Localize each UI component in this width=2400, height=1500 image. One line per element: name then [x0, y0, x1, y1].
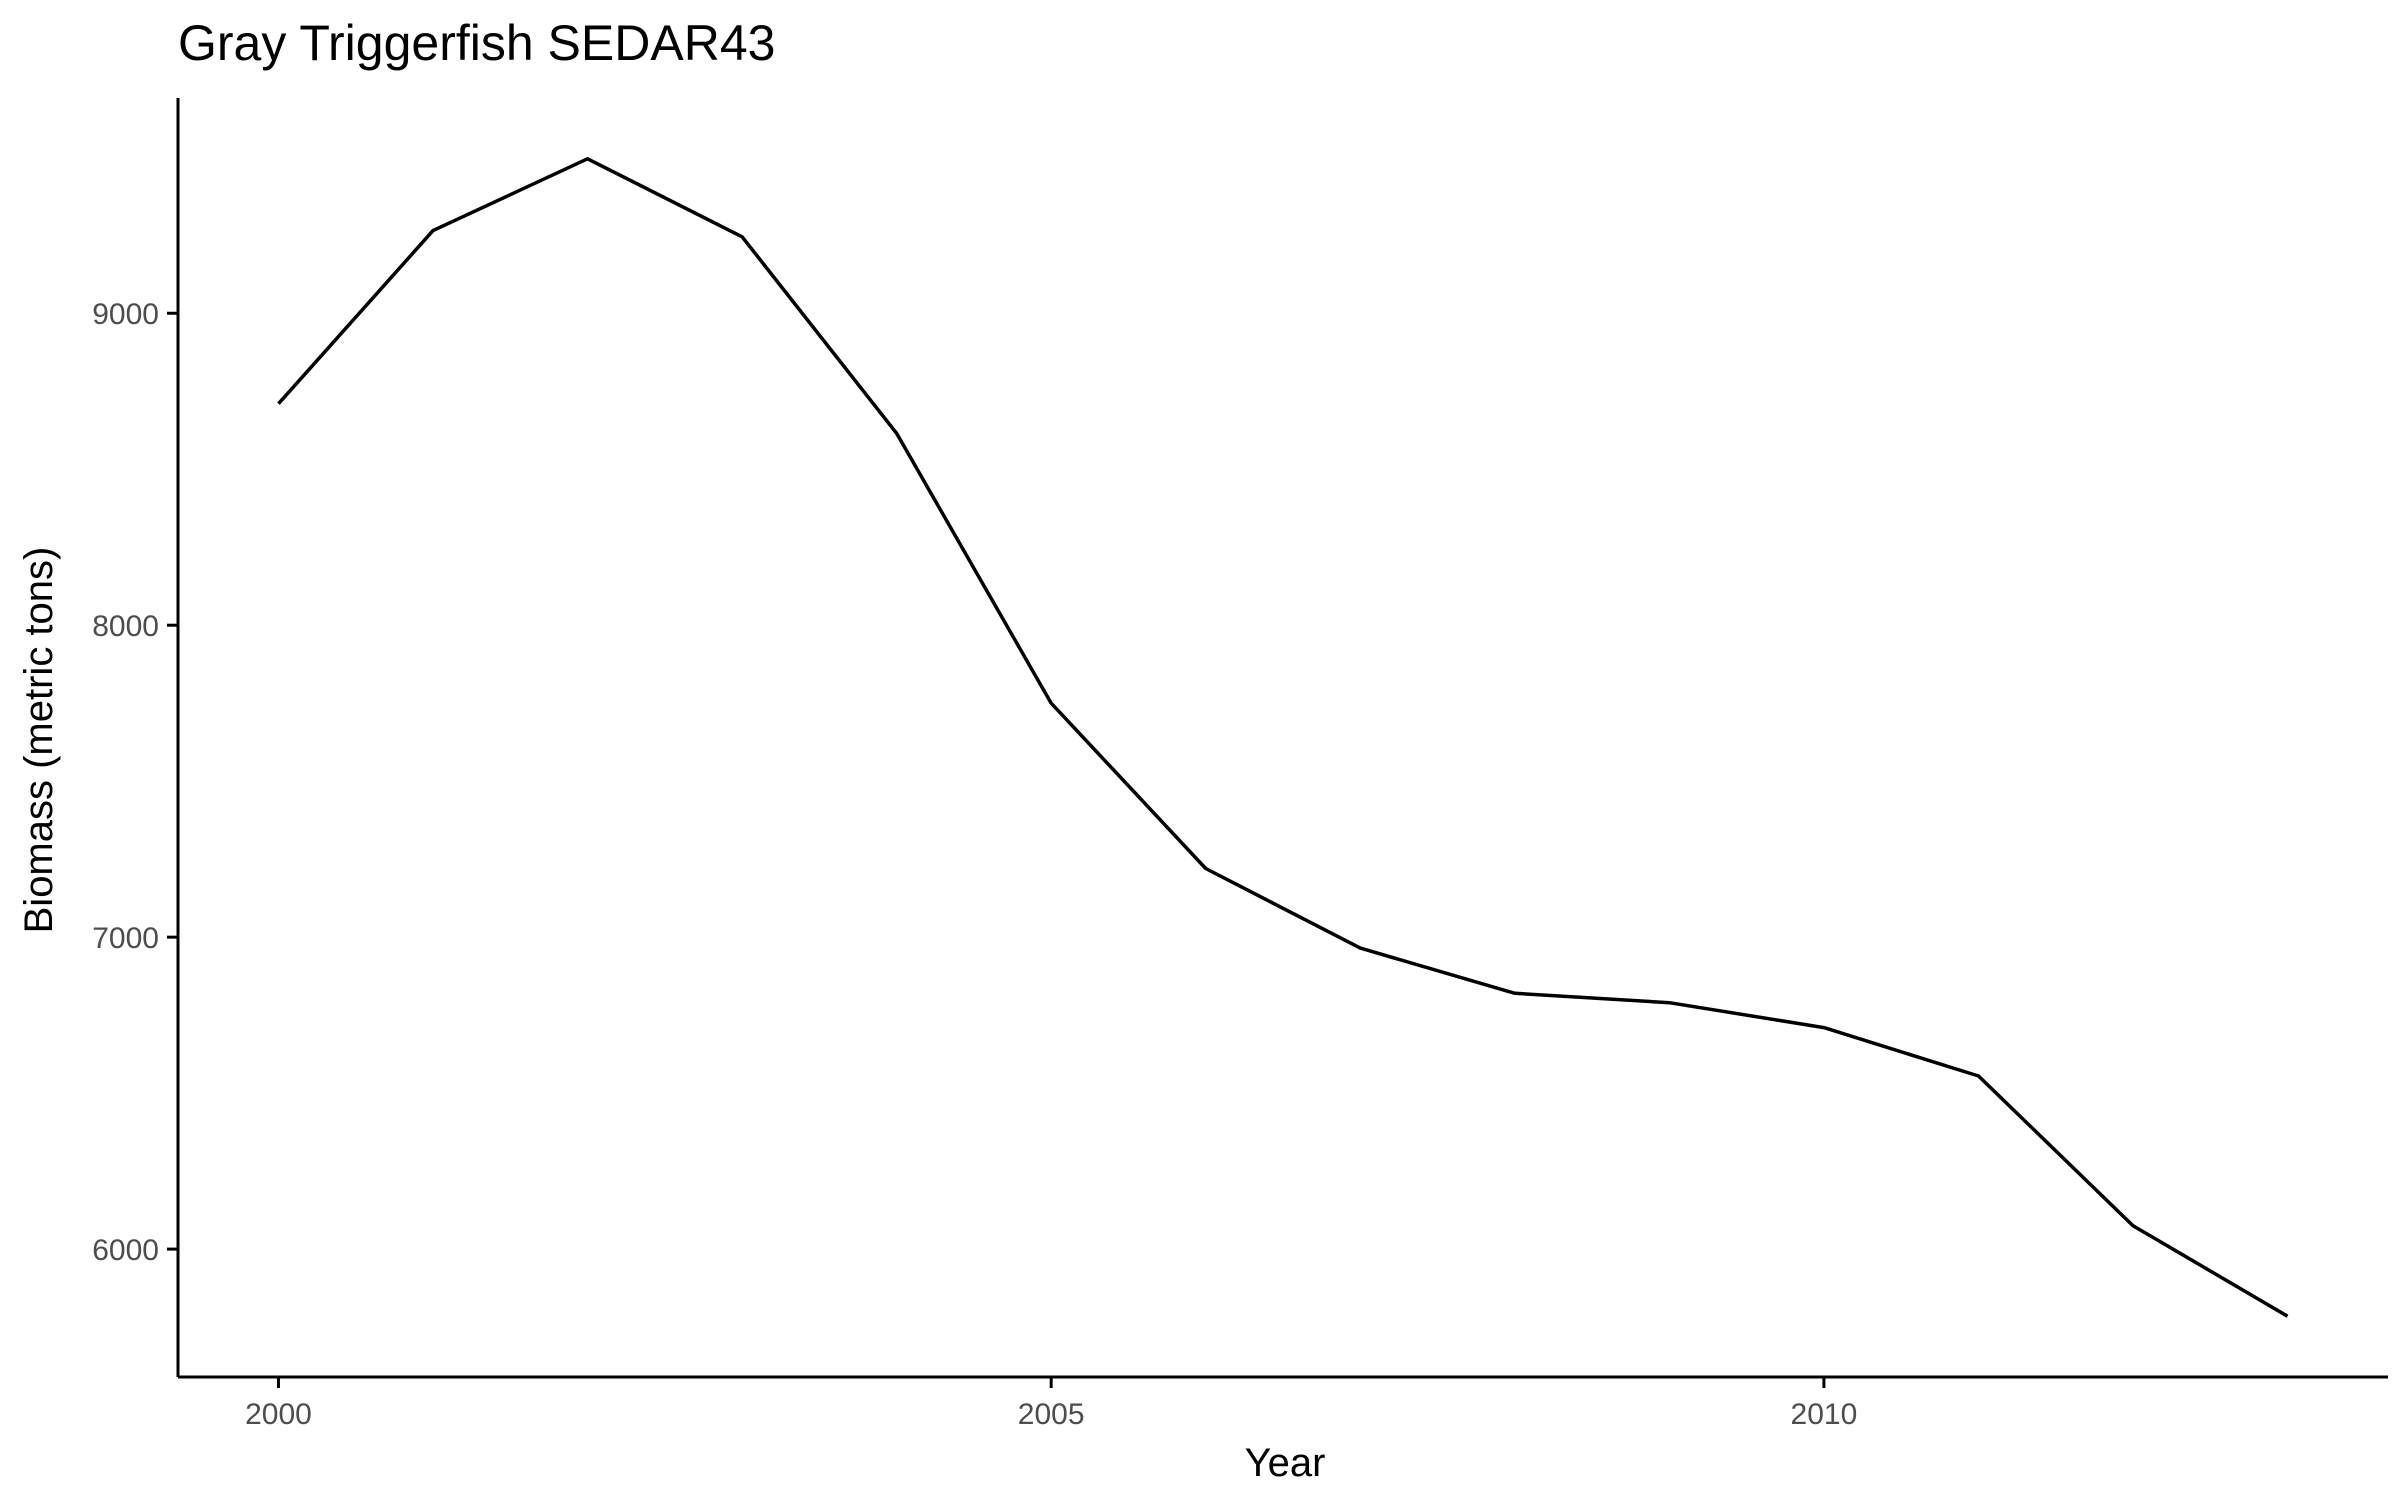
y-tick-label: 9000	[92, 298, 159, 331]
chart-title: Gray Triggerfish SEDAR43	[178, 15, 775, 71]
y-axis: 6000 7000 8000 9000	[92, 98, 180, 1377]
x-tick-label: 2000	[245, 1398, 312, 1431]
y-axis-label: Biomass (metric tons)	[17, 547, 61, 934]
x-tick-label: 2010	[1791, 1398, 1858, 1431]
x-axis: 2000 2005 2010	[178, 1375, 2388, 1431]
y-tick-label: 7000	[92, 922, 159, 955]
y-tick-label: 8000	[92, 610, 159, 643]
series-layer	[277, 157, 2289, 1318]
x-axis-label: Year	[1245, 1441, 1326, 1485]
biomass-series-line	[277, 157, 2289, 1318]
y-tick-label: 6000	[92, 1234, 159, 1267]
x-tick-label: 2005	[1018, 1398, 1085, 1431]
